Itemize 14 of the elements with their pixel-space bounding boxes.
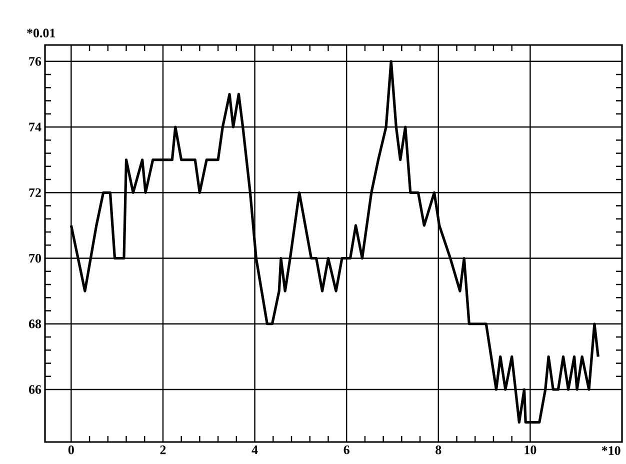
y-tick-label: 72	[29, 188, 41, 197]
x-tick-label: 8	[436, 446, 442, 454]
x-tick-label: 0	[68, 446, 74, 454]
x-tick-label: 10	[524, 446, 536, 454]
y-tick-label: 74	[29, 122, 42, 132]
x-tick-label: 2	[160, 446, 166, 454]
y-tick-label: 68	[28, 320, 42, 328]
x-tick-label: 4	[252, 446, 258, 454]
y-axis-title: *0.01	[27, 28, 55, 38]
y-tick-label: 76	[29, 57, 42, 66]
y-tick-label: 66	[28, 385, 42, 394]
x-axis-title: *10	[602, 446, 620, 455]
y-tick-label: 70	[29, 254, 41, 263]
x-tick-label: 6	[344, 446, 350, 454]
